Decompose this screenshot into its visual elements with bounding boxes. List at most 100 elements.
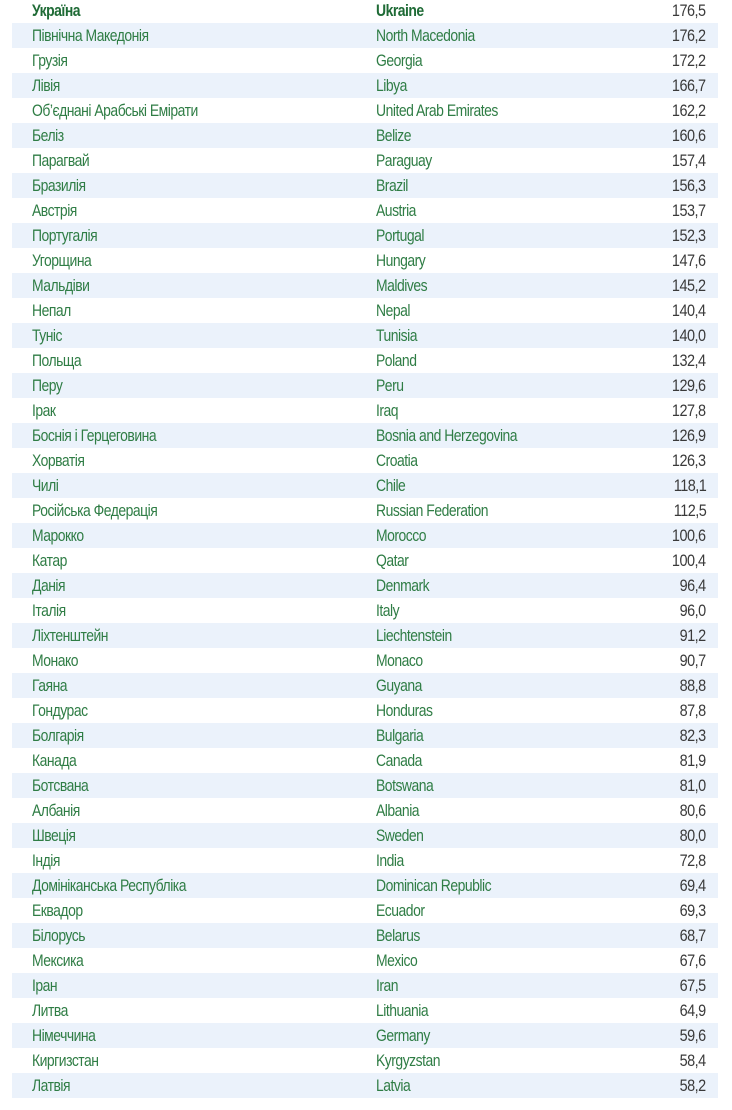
country-name-ukrainian: Лівія	[32, 76, 60, 95]
table-row-highlighted: Україна Ukraine 176,5	[12, 0, 718, 23]
table-row: Бразилія Brazil 156,3	[12, 173, 718, 198]
country-value: 87,8	[679, 701, 707, 720]
table-row: Австрія Austria 153,7	[12, 198, 718, 223]
country-name-english: Sweden	[376, 826, 424, 845]
country-name-ukrainian: Мексика	[32, 951, 84, 970]
table-row: Домініканська Республіка Dominican Repub…	[12, 873, 718, 898]
country-value: 126,3	[672, 451, 706, 470]
country-value: 156,3	[672, 176, 706, 195]
country-value: 90,7	[679, 651, 707, 670]
country-name-english: Bosnia and Herzegovina	[376, 426, 518, 445]
country-name-ukrainian: Еквадор	[32, 901, 83, 920]
table-row: Катар Qatar 100,4	[12, 548, 718, 573]
table-row: Швеція Sweden 80,0	[12, 823, 718, 848]
country-name-english: Nepal	[376, 301, 410, 320]
country-value-table: Україна Ukraine 176,5 Північна Македонія…	[12, 0, 718, 1098]
country-name-ukrainian: Північна Македонія	[32, 26, 149, 45]
table-row: Грузія Georgia 172,2	[12, 48, 718, 73]
country-name-english: Germany	[376, 1026, 430, 1045]
table-row: Ботсвана Botswana 81,0	[12, 773, 718, 798]
country-name-ukrainian: Угорщина	[32, 251, 92, 270]
country-name-english: Liechtenstein	[376, 626, 452, 645]
country-name-english: Peru	[376, 376, 404, 395]
country-name-english: Belarus	[376, 926, 420, 945]
country-name-english: Kyrgyzstan	[376, 1051, 441, 1070]
country-value: 81,0	[679, 776, 707, 795]
country-name-english: Honduras	[376, 701, 433, 720]
country-name-ukrainian: Непал	[32, 301, 71, 320]
table-row: Російська Федерація Russian Federation 1…	[12, 498, 718, 523]
table-row: Польща Poland 132,4	[12, 348, 718, 373]
country-name-english: Lithuania	[376, 1001, 429, 1020]
country-name-english: Latvia	[376, 1076, 411, 1095]
country-name-ukrainian: Німеччина	[32, 1026, 96, 1045]
country-value: 64,9	[679, 1001, 707, 1020]
country-value: 172,2	[672, 51, 706, 70]
country-value: 96,0	[679, 601, 707, 620]
country-name-english: Austria	[376, 201, 416, 220]
table-row: Боснія і Герцеговина Bosnia and Herzegov…	[12, 423, 718, 448]
country-name-ukrainian: Канада	[32, 751, 77, 770]
country-name-ukrainian: Парагвай	[32, 151, 90, 170]
country-name-english: Albania	[376, 801, 420, 820]
country-name-ukrainian: Беліз	[32, 126, 64, 145]
country-name-ukrainian: Домініканська Республіка	[32, 876, 186, 895]
country-name-ukrainian: Грузія	[32, 51, 68, 70]
country-name-english: Monaco	[376, 651, 423, 670]
country-value: 100,6	[672, 526, 706, 545]
country-value: 100,4	[672, 551, 706, 570]
country-name-english: Chile	[376, 476, 406, 495]
country-value: 59,6	[679, 1026, 707, 1045]
country-value: 145,2	[672, 276, 706, 295]
country-name-ukrainian: Болгарія	[32, 726, 84, 745]
country-value: 80,0	[679, 826, 707, 845]
country-name-ukrainian: Італія	[32, 601, 66, 620]
table-row: Індія India 72,8	[12, 848, 718, 873]
country-name-ukrainian: Мальдіви	[32, 276, 90, 295]
country-name-english: Dominican Republic	[376, 876, 492, 895]
table-row: Латвія Latvia 58,2	[12, 1073, 718, 1098]
table-row: Угорщина Hungary 147,6	[12, 248, 718, 273]
country-name-english: Hungary	[376, 251, 426, 270]
table-row: Мальдіви Maldives 145,2	[12, 273, 718, 298]
country-name-english: Canada	[376, 751, 422, 770]
country-value: 152,3	[672, 226, 706, 245]
country-value: 147,6	[672, 251, 706, 270]
table-row: Беліз Belize 160,6	[12, 123, 718, 148]
country-name-ukrainian: Ботсвана	[32, 776, 89, 795]
country-value: 68,7	[679, 926, 707, 945]
country-value: 140,0	[672, 326, 706, 345]
table-row: Ірак Iraq 127,8	[12, 398, 718, 423]
country-name-ukrainian: Данія	[32, 576, 66, 595]
table-row: Туніс Tunisia 140,0	[12, 323, 718, 348]
table-row: Монако Monaco 90,7	[12, 648, 718, 673]
country-value: 81,9	[679, 751, 707, 770]
country-name-ukrainian: Чилі	[32, 476, 59, 495]
country-name-english: Ukraine	[376, 1, 424, 20]
country-value: 67,6	[679, 951, 707, 970]
country-name-ukrainian: Туніс	[32, 326, 63, 345]
country-value: 80,6	[679, 801, 707, 820]
country-name-english: Qatar	[376, 551, 409, 570]
table-row: Албанія Albania 80,6	[12, 798, 718, 823]
country-name-ukrainian: Перу	[32, 376, 63, 395]
country-name-english: Brazil	[376, 176, 408, 195]
country-name-ukrainian: Об’єднані Арабські Емірати	[32, 101, 198, 120]
country-name-english: Iraq	[376, 401, 399, 420]
country-value: 126,9	[672, 426, 706, 445]
country-value: 118,1	[673, 476, 706, 495]
country-name-ukrainian: Білорусь	[32, 926, 86, 945]
country-name-english: Botswana	[376, 776, 434, 795]
country-name-ukrainian: Індія	[32, 851, 60, 870]
table-row: Гаяна Guyana 88,8	[12, 673, 718, 698]
country-name-ukrainian: Хорватія	[32, 451, 85, 470]
table-row: Киргизстан Kyrgyzstan 58,4	[12, 1048, 718, 1073]
country-value: 72,8	[679, 851, 707, 870]
table-row: Мексика Mexico 67,6	[12, 948, 718, 973]
table-row: Еквадор Ecuador 69,3	[12, 898, 718, 923]
country-value: 91,2	[679, 626, 707, 645]
country-name-english: Iran	[376, 976, 399, 995]
country-name-english: Ecuador	[376, 901, 425, 920]
country-value: 160,6	[672, 126, 706, 145]
table-row: Португалія Portugal 152,3	[12, 223, 718, 248]
